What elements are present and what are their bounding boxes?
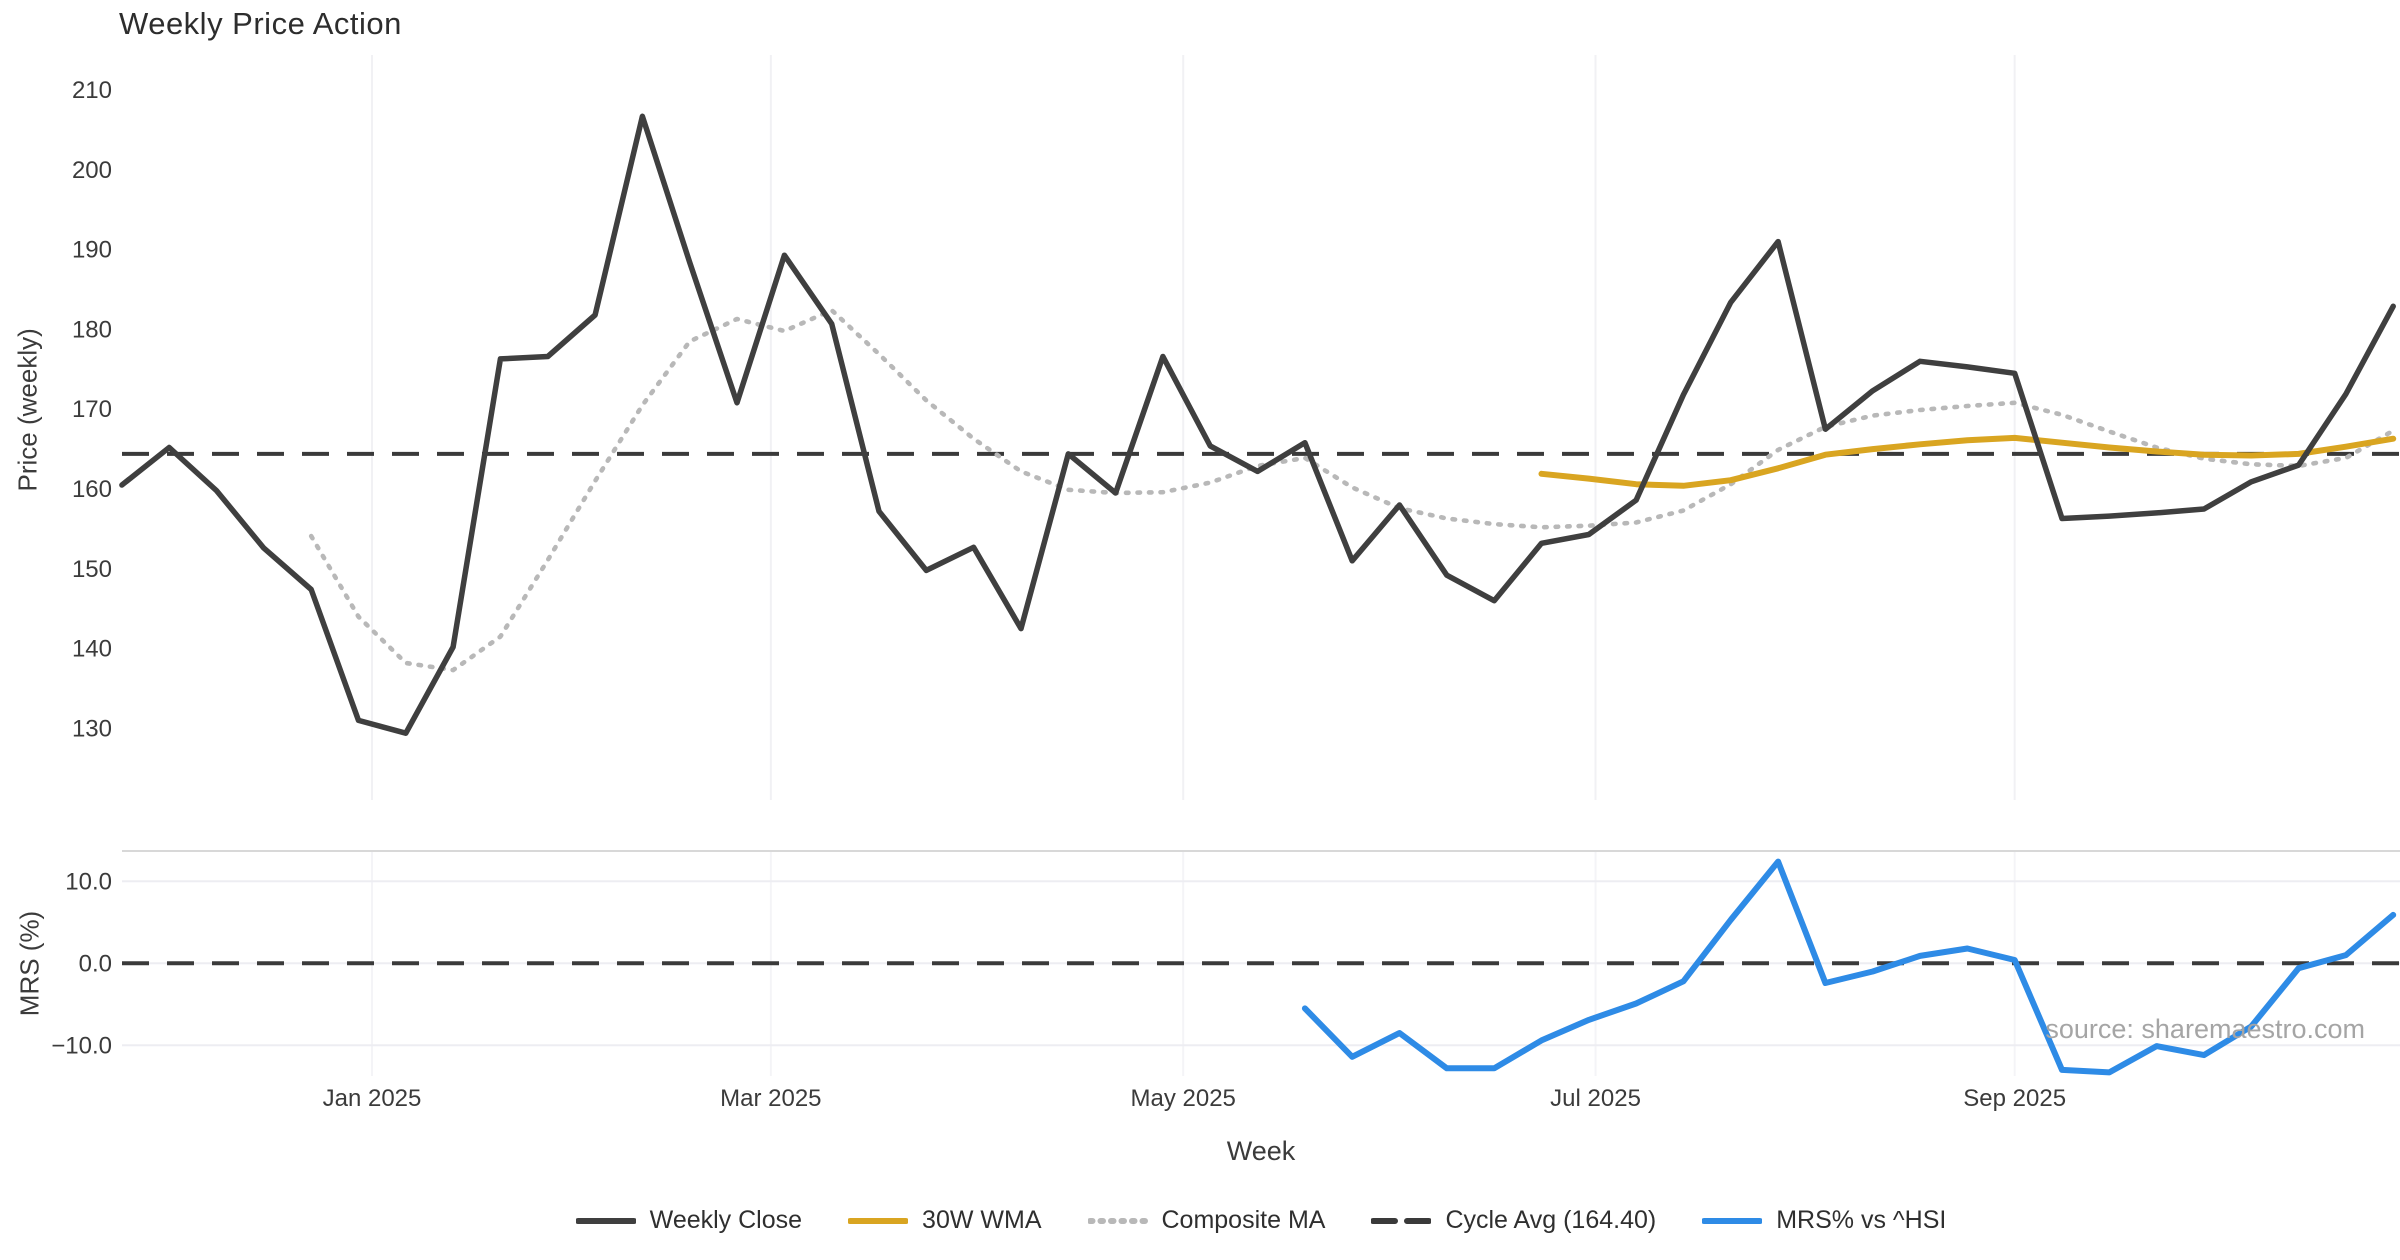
x-tick-label: Jul 2025	[1550, 1085, 1641, 1112]
composite-ma-line	[308, 307, 2396, 673]
legend-swatch	[848, 1217, 909, 1224]
weekly-close-line	[119, 113, 2396, 736]
price-tick-label: 210	[72, 77, 112, 104]
price-tick-label: 150	[72, 556, 112, 583]
legend-swatch	[1371, 1217, 1432, 1224]
x-tick-label: Mar 2025	[720, 1085, 821, 1112]
legend-swatch	[1087, 1217, 1148, 1224]
mrs-line	[1301, 858, 2397, 1076]
mrs-tick-label: 0.0	[79, 950, 112, 977]
x-tick-label: Sep 2025	[1963, 1085, 2066, 1112]
legend-item-weekly-close[interactable]: Weekly Close	[575, 1206, 803, 1235]
chart-legend: Weekly Close 30W WMA Composite MA Cycle Avg…	[122, 1206, 2400, 1235]
price-tick-label: 160	[72, 476, 112, 503]
x-axis-title: Week	[1226, 1136, 1296, 1166]
legend-swatch	[575, 1217, 636, 1224]
legend-label: Weekly Close	[649, 1206, 803, 1234]
legend-item-30w-wma[interactable]: 30W WMA	[848, 1206, 1042, 1235]
chart-title: Weekly Price Action	[119, 6, 402, 41]
wma-30w-line	[1538, 434, 2397, 489]
x-tick-label: May 2025	[1130, 1085, 1235, 1112]
price-tick-label: 130	[72, 715, 112, 742]
price-tick-label: 180	[72, 316, 112, 343]
mrs-tick-label: −10.0	[51, 1032, 112, 1059]
x-tick-label: Jan 2025	[323, 1085, 422, 1112]
price-tick-label: 200	[72, 157, 112, 184]
legend-label: MRS% vs ^HSI	[1776, 1206, 1947, 1234]
price-tick-label: 190	[72, 237, 112, 264]
price-tick-label: 170	[72, 396, 112, 423]
source-annotation: source: sharemaestro.com	[2045, 1014, 2365, 1044]
mrs-tick-label: 10.0	[65, 868, 112, 895]
legend-item-cycle-avg-164-40-[interactable]: Cycle Avg (164.40)	[1371, 1206, 1656, 1235]
legend-item-composite-ma[interactable]: Composite MA	[1087, 1206, 1326, 1235]
price-tick-label: 140	[72, 636, 112, 663]
legend-label: 30W WMA	[922, 1206, 1042, 1234]
legend-swatch	[1702, 1217, 1763, 1224]
legend-label: Composite MA	[1161, 1206, 1326, 1234]
legend-item-mrs-vs-hsi[interactable]: MRS% vs ^HSI	[1702, 1206, 1946, 1235]
legend-label: Cycle Avg (164.40)	[1445, 1206, 1657, 1234]
